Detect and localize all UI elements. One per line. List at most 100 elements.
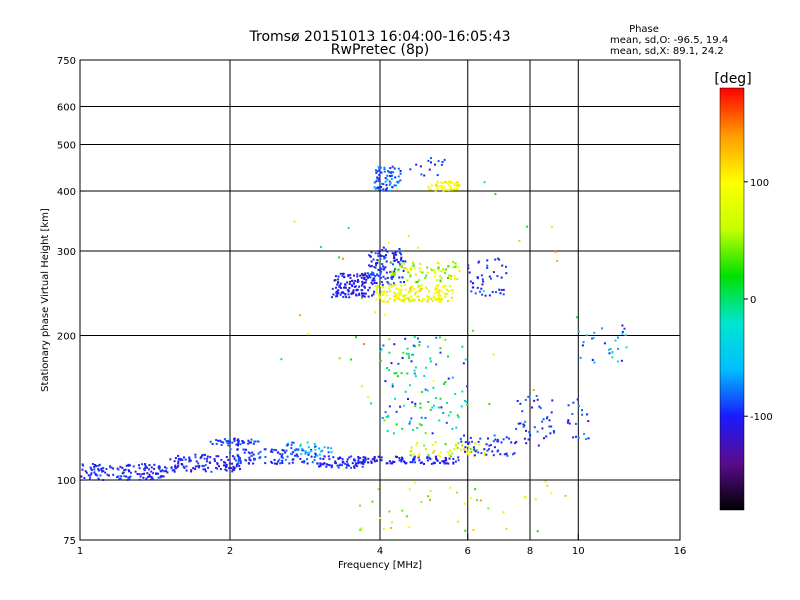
- echo-point: [416, 281, 419, 284]
- echo-point: [368, 254, 371, 257]
- echo-point: [430, 161, 432, 164]
- echo-point: [203, 457, 206, 460]
- echo-point: [429, 490, 432, 492]
- echo-point: [502, 288, 505, 291]
- echo-point: [177, 460, 180, 463]
- echo-point: [457, 416, 460, 419]
- echo-point: [409, 275, 412, 278]
- x-axis-ticks: 1 2 4 6 8 10 16: [77, 534, 686, 557]
- echo-point: [518, 240, 521, 242]
- echo-point: [491, 450, 494, 453]
- echo-point: [411, 285, 414, 288]
- echo-point: [120, 475, 123, 478]
- colorbar-tick-label: 100: [750, 178, 769, 189]
- echo-point: [362, 456, 365, 459]
- echo-point: [353, 458, 356, 461]
- echo-point: [435, 336, 438, 339]
- echo-point: [382, 344, 385, 347]
- echo-point: [586, 413, 589, 416]
- echo-point: [435, 363, 438, 366]
- echo-point: [270, 460, 273, 463]
- echo-point: [398, 292, 401, 294]
- echo-point: [138, 467, 141, 470]
- echo-point: [204, 464, 207, 467]
- echo-point: [419, 462, 422, 464]
- echo-point: [433, 270, 436, 273]
- echo-point: [257, 440, 260, 443]
- echo-point: [211, 443, 214, 445]
- echo-point: [393, 372, 396, 375]
- echo-point: [330, 466, 333, 469]
- y-tick-label: 100: [57, 476, 76, 487]
- echo-point: [413, 345, 416, 348]
- echo-point: [431, 269, 433, 272]
- echo-point: [426, 271, 429, 274]
- echo-point: [490, 277, 492, 280]
- echo-point: [408, 300, 411, 303]
- echo-point: [418, 452, 421, 455]
- echo-point: [491, 291, 494, 293]
- echo-point: [362, 273, 365, 276]
- echo-point: [361, 280, 364, 283]
- echo-point: [396, 375, 399, 378]
- echo-point: [173, 469, 176, 471]
- echo-point: [382, 183, 385, 186]
- echo-point: [376, 176, 379, 179]
- echo-point: [225, 463, 228, 466]
- echo-point: [409, 420, 412, 423]
- chart-title: Tromsø 20151013 16:04:00-16:05:43: [249, 29, 511, 45]
- echo-point: [395, 372, 398, 375]
- echo-point: [392, 254, 395, 256]
- echo-point: [391, 383, 394, 386]
- echo-point: [480, 452, 483, 455]
- echo-point: [379, 350, 382, 353]
- echo-point: [399, 265, 402, 268]
- echo-point: [171, 469, 174, 472]
- echo-point: [391, 385, 394, 388]
- echo-point: [389, 167, 392, 170]
- echo-point: [233, 456, 236, 459]
- echo-point: [419, 262, 422, 265]
- echo-point: [236, 448, 239, 451]
- echo-point: [541, 427, 544, 430]
- echo-point: [354, 464, 357, 467]
- echo-point: [308, 451, 311, 454]
- echo-point: [467, 453, 470, 456]
- echo-point: [400, 300, 403, 303]
- echo-point: [396, 258, 398, 261]
- echo-point: [431, 432, 434, 435]
- echo-point: [463, 448, 466, 451]
- echo-point: [101, 470, 103, 473]
- echo-point: [431, 444, 434, 446]
- echo-point: [351, 279, 353, 282]
- echo-point: [616, 360, 619, 363]
- echo-point: [356, 275, 359, 278]
- echo-point: [435, 457, 438, 460]
- echo-point: [404, 462, 407, 465]
- echo-point: [382, 246, 385, 249]
- echo-point: [443, 383, 445, 385]
- echo-point: [412, 458, 415, 461]
- echo-point: [433, 450, 436, 453]
- echo-point: [395, 287, 398, 290]
- echo-point: [275, 462, 278, 465]
- echo-point: [403, 404, 406, 407]
- echo-point: [364, 456, 367, 459]
- echo-point: [535, 395, 538, 397]
- echo-point: [444, 443, 447, 446]
- echo-point: [499, 292, 502, 295]
- echo-point: [237, 458, 240, 461]
- echo-point: [370, 273, 373, 276]
- echo-point: [378, 188, 380, 191]
- echo-point: [330, 451, 333, 454]
- echo-point: [339, 287, 342, 289]
- echo-point: [148, 475, 151, 478]
- echo-point: [388, 180, 391, 183]
- echo-point: [453, 275, 456, 277]
- echo-point: [436, 287, 439, 290]
- echo-point: [572, 401, 575, 404]
- echo-point: [439, 351, 442, 354]
- echo-point: [395, 410, 398, 413]
- echo-point: [179, 457, 181, 460]
- echo-point: [450, 289, 453, 292]
